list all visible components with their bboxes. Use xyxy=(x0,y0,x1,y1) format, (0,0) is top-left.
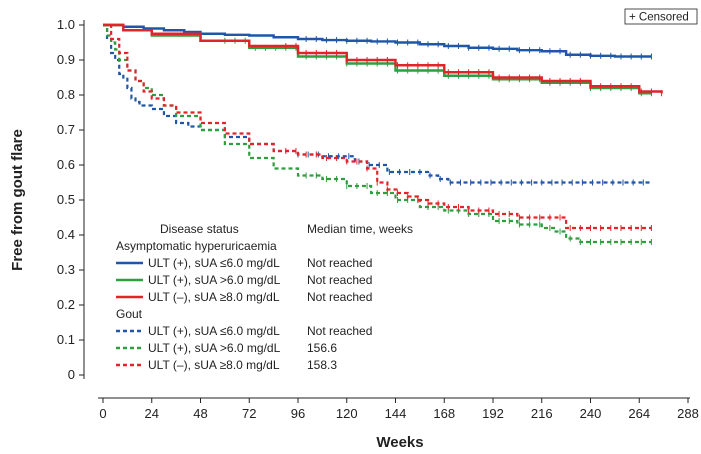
legend-entry-median: Not reached xyxy=(307,256,372,270)
x-tick-label: 96 xyxy=(291,406,305,421)
x-tick-label: 48 xyxy=(193,406,207,421)
legend-entry-median: 156.6 xyxy=(307,341,337,355)
legend-entry-label: ULT (+), sUA ≤6.0 mg/dL xyxy=(148,256,280,270)
legend-entry-median: Not reached xyxy=(307,290,372,304)
x-tick-label: 288 xyxy=(677,406,699,421)
legend-entry-label: ULT (+), sUA >6.0 mg/dL xyxy=(148,273,281,287)
x-tick-label: 192 xyxy=(482,406,504,421)
survival-curve-4 xyxy=(103,23,652,184)
x-tick-label: 0 xyxy=(99,406,106,421)
legend: Disease status Median time, weeks Asymptom… xyxy=(116,222,413,372)
legend-group-title: Asymptomatic hyperuricaemia xyxy=(116,239,277,253)
y-tick-label: 0.4 xyxy=(57,227,75,242)
y-tick-label: 0 xyxy=(68,367,75,382)
y-tick-label: 0.9 xyxy=(57,52,75,67)
survival-curves xyxy=(103,23,663,245)
legend-entry-median: Not reached xyxy=(307,324,372,338)
y-tick-label: 1.0 xyxy=(57,17,75,32)
x-tick-label: 240 xyxy=(580,406,602,421)
legend-header-median: Median time, weeks xyxy=(307,222,413,236)
y-tick-label: 0.3 xyxy=(57,262,75,277)
x-tick-label: 72 xyxy=(242,406,256,421)
x-tick-label: 264 xyxy=(628,406,650,421)
y-tick-label: 0.6 xyxy=(57,157,75,172)
legend-entry-label: ULT (+), sUA >6.0 mg/dL xyxy=(148,341,281,355)
y-tick-label: 0.8 xyxy=(57,87,75,102)
survival-curve-2 xyxy=(103,23,652,95)
legend-header-status: Disease status xyxy=(160,222,239,236)
legend-entry-label: ULT (–), sUA ≥8.0 mg/dL xyxy=(148,290,280,304)
y-tick-label: 0.7 xyxy=(57,122,75,137)
censored-label: + Censored xyxy=(629,12,689,24)
legend-entry-label: ULT (–), sUA ≥8.0 mg/dL xyxy=(148,358,280,372)
y-tick-label: 0.2 xyxy=(57,297,75,312)
axes: 0 0.1 0.2 0.3 0.4 0.5 0.6 0.7 0.8 0.9 1.0 0 24 48 72 96… xyxy=(57,17,699,421)
x-tick-label: 216 xyxy=(531,406,553,421)
x-tick-label: 120 xyxy=(336,406,358,421)
legend-entry-median: 158.3 xyxy=(307,358,337,372)
legend-group-title: Gout xyxy=(116,307,143,321)
legend-entry-median: Not reached xyxy=(307,273,372,287)
censored-legend: + Censored xyxy=(624,8,698,25)
x-tick-label: 168 xyxy=(433,406,455,421)
x-tick-label: 144 xyxy=(385,406,407,421)
legend-entry-label: ULT (+), sUA ≤6.0 mg/dL xyxy=(148,324,280,338)
y-axis-label: Free from gout flare xyxy=(9,129,26,271)
y-tick-label: 0.5 xyxy=(57,192,75,207)
x-tick-label: 24 xyxy=(145,406,159,421)
y-tick-label: 0.1 xyxy=(57,332,75,347)
x-axis-label: Weeks xyxy=(376,434,423,451)
